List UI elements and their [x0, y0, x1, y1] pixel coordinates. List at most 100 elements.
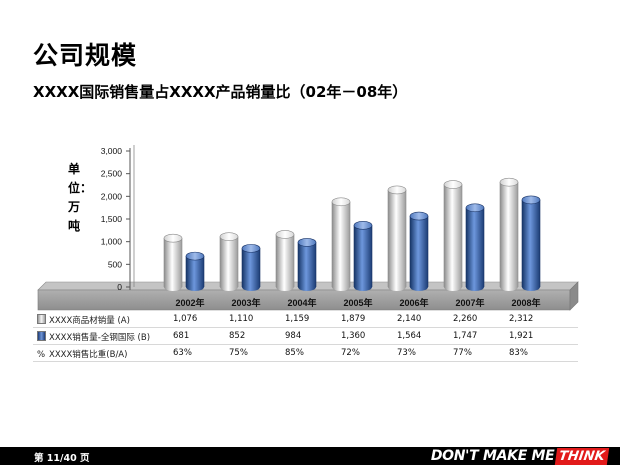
- table-cell: 1,747: [453, 331, 478, 341]
- table-cell: 72%: [341, 348, 360, 358]
- slogan-highlight: THINK: [555, 448, 610, 465]
- chart-bar-top: [409, 211, 429, 221]
- chart-bar-base: [298, 283, 316, 291]
- table-cell: 77%: [453, 348, 472, 358]
- x-tick-label: 2008年: [511, 297, 540, 308]
- slogan-text: DON'T MAKE ME: [430, 448, 555, 464]
- series-b-name: XXXX销售量-全钢国际 (B): [49, 333, 151, 343]
- y-tick-label: 1,000: [101, 237, 123, 247]
- chart-bar: [444, 184, 462, 287]
- table-row: XXXX销售量-全钢国际 (B) 681 852 984 1,360 1,564…: [33, 328, 578, 345]
- chart-bar-base: [164, 283, 182, 291]
- chart-bar: [276, 234, 294, 287]
- chart-bars: [163, 177, 541, 291]
- x-tick-label: 2005年: [343, 297, 372, 308]
- y-tick-label: 0: [117, 282, 122, 292]
- chart-bar-top: [241, 244, 261, 253]
- page-number: 第 11/40 页: [34, 453, 90, 464]
- table-row-label: XXXX销售量-全钢国际 (B): [37, 331, 150, 343]
- table-cell: 2,140: [397, 314, 422, 324]
- table-cell: 1,076: [173, 314, 198, 324]
- blue-cylinder-icon: [37, 331, 46, 341]
- table-cell: 1,879: [341, 314, 366, 324]
- ratio-name: XXXX销售比重(B/A): [49, 350, 128, 360]
- table-cell: 85%: [285, 348, 304, 358]
- chart-bar: [500, 182, 518, 287]
- table-cell: 984: [285, 331, 302, 341]
- table-cell: 83%: [509, 348, 528, 358]
- table-cell: 2,312: [509, 314, 534, 324]
- y-tick-label: 1,500: [101, 214, 123, 224]
- x-tick-label: 2006年: [399, 297, 428, 308]
- percent-icon: %: [37, 350, 46, 360]
- table-row-label: XXXX商品材销量 (A): [37, 314, 130, 326]
- chart-bar-top: [275, 230, 295, 239]
- slide-subtitle: XXXX国际销售量占XXXX产品销量比（02年－08年）: [33, 83, 408, 101]
- chart-bar: [164, 238, 182, 287]
- chart-bar: [332, 201, 350, 287]
- table-cell: 73%: [397, 348, 416, 358]
- chart-bar-base: [186, 283, 204, 291]
- chart-bar-top: [521, 195, 541, 205]
- chart-bar-base: [332, 283, 350, 291]
- chart-bar-top: [185, 251, 205, 261]
- chart-floor-side: [569, 281, 579, 311]
- table-cell: 1,360: [341, 331, 366, 341]
- table-row: XXXX商品材销量 (A) 1,076 1,110 1,159 1,879 2,…: [33, 311, 578, 328]
- chart-bar-top: [443, 180, 463, 189]
- silver-cylinder-icon: [37, 314, 46, 324]
- table-cell: 1,159: [285, 314, 310, 324]
- chart-bar-base: [500, 283, 518, 291]
- table-cell: 681: [173, 331, 190, 341]
- y-tick-label: 2,000: [101, 191, 123, 201]
- slide-title: 公司规模: [33, 41, 138, 70]
- chart-bar-base: [242, 283, 260, 291]
- chart-bar-top: [353, 221, 373, 230]
- chart-bar-top: [297, 238, 317, 247]
- x-tick-label: 2007年: [455, 297, 484, 308]
- chart-bar-top: [331, 197, 351, 207]
- chart-bar-base: [410, 283, 428, 291]
- chart-bar-base: [276, 283, 294, 291]
- slogan-logo: DON'T MAKE ME THINK: [430, 444, 610, 465]
- table-cell: 852: [229, 331, 246, 341]
- table-cell: 2,260: [453, 314, 478, 324]
- table-cell: 1,564: [397, 331, 422, 341]
- y-tick-label: 500: [108, 259, 122, 269]
- chart-bar: [522, 199, 540, 287]
- table-cell: 75%: [229, 348, 248, 358]
- chart-bar: [354, 225, 372, 287]
- table-cell: 1,110: [229, 314, 254, 324]
- chart-bar: [298, 242, 316, 287]
- x-tick-label: 2004年: [287, 297, 316, 308]
- x-tick-label: 2002年: [175, 297, 204, 308]
- chart-bar-base: [220, 283, 238, 291]
- chart-bar: [242, 248, 260, 287]
- y-tick-label: 3,000: [101, 146, 123, 156]
- chart-bar: [388, 189, 406, 287]
- x-tick-label: 2003年: [231, 297, 260, 308]
- table-cell: 63%: [173, 348, 192, 358]
- chart-bar-top: [163, 233, 183, 243]
- footer-bar: 第 11/40 页 DON'T MAKE ME THINK: [0, 447, 620, 465]
- unit-label: 单位：万吨: [68, 162, 93, 233]
- chart-bar: [186, 256, 204, 287]
- chart-bar-base: [466, 283, 484, 291]
- table-row: % XXXX销售比重(B/A) 63% 75% 85% 72% 73% 77% 8…: [33, 345, 578, 362]
- table-cell: 1,921: [509, 331, 534, 341]
- chart-bar-top: [219, 232, 239, 241]
- chart-bar-base: [522, 283, 540, 291]
- y-tick-label: 2,500: [101, 169, 123, 179]
- chart-bar-base: [354, 283, 372, 291]
- chart-bar-top: [387, 185, 407, 195]
- chart-bar-top: [499, 177, 519, 187]
- table-row-label: % XXXX销售比重(B/A): [37, 348, 127, 360]
- chart-bar: [410, 216, 428, 287]
- chart-bar-base: [388, 283, 406, 291]
- chart-bar-base: [444, 283, 462, 291]
- chart-bar-top: [465, 203, 485, 213]
- chart-bar: [466, 207, 484, 287]
- series-a-name: XXXX商品材销量 (A): [49, 316, 130, 326]
- chart-bar: [220, 236, 238, 287]
